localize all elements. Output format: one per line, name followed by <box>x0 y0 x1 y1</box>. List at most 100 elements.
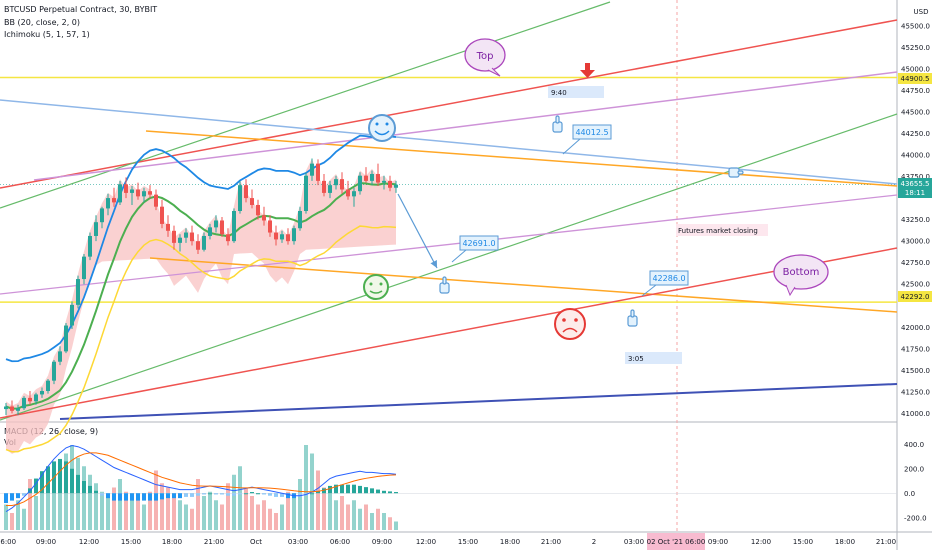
trend-line <box>33 71 898 181</box>
volume-bar <box>52 470 56 530</box>
volume-bar <box>130 496 134 530</box>
time-box-2-text: 3:05 <box>628 355 644 363</box>
price-label-2-text: 42691.0 <box>462 239 495 248</box>
cloud-fill <box>6 158 396 454</box>
macd-tick-label: 200.0 <box>904 465 924 473</box>
volume-bar <box>304 445 308 530</box>
candle-body <box>136 189 140 197</box>
macd-histogram-bar <box>370 488 374 494</box>
volume-bar <box>346 504 350 530</box>
macd-indicator-label[interactable]: MACD (12, 26, close, 9) <box>4 427 99 436</box>
macd-tick-label: -200.0 <box>904 514 927 522</box>
candle-body <box>394 184 398 188</box>
volume-bar <box>334 500 338 530</box>
time-axis[interactable]: 06:00 09:00 12:00 15:00 18:00 21:00 Oct 03:00 06… <box>0 538 896 546</box>
bb-upper-line <box>5 134 397 363</box>
candle-body <box>340 179 344 190</box>
time-tick-label: 06:00 <box>0 538 16 546</box>
macd-signal-line <box>6 452 397 506</box>
candle-body <box>310 163 314 176</box>
pointing-hand-icon <box>627 309 638 327</box>
volume-bar <box>226 483 230 530</box>
futures-note[interactable]: Futures market closing <box>676 224 768 236</box>
candle-body <box>298 211 302 229</box>
macd-histogram-bar <box>4 493 8 504</box>
time-tick-label: 2 <box>592 538 596 546</box>
time-box-2[interactable]: 3:05 <box>625 352 682 364</box>
candle-body <box>112 198 116 203</box>
time-axis-highlight: 02 Oct '21 06:00 <box>647 533 705 550</box>
ichimoku-indicator-label[interactable]: Ichimoku (5, 1, 57, 1) <box>4 30 90 39</box>
time-tick-label: 18:00 <box>162 538 182 546</box>
trend-line <box>0 247 898 419</box>
macd-histogram-bar <box>334 484 338 494</box>
bb-indicator-label[interactable]: BB (20, close, 2, 0) <box>4 18 80 27</box>
volume-bar <box>238 466 242 530</box>
price-tick-label: 45250.0 <box>901 44 930 52</box>
volume-bar <box>322 487 326 530</box>
candle-body <box>106 198 110 209</box>
volume-bar <box>202 496 206 530</box>
macd-histogram-bar <box>238 493 242 495</box>
volume-bar <box>82 466 86 530</box>
candle-body <box>76 279 80 305</box>
macd-histogram-bar <box>88 485 92 494</box>
candle-body <box>322 180 326 193</box>
macd-histogram-bar <box>274 493 278 497</box>
time-tick-label: 09:00 <box>708 538 728 546</box>
volume-bar <box>76 457 80 530</box>
macd-histogram-bar <box>202 493 206 495</box>
time-tick-label: 21:00 <box>204 538 224 546</box>
price-label-3[interactable]: 42286.0 <box>641 270 689 297</box>
time-tick-label: 12:00 <box>416 538 436 546</box>
macd-axis[interactable]: 400.0 200.0 0.0 -200.0 <box>904 441 927 523</box>
bb-lower-line <box>5 225 397 453</box>
macd-histogram-bar <box>214 493 218 495</box>
macd-histogram-bar <box>16 493 20 499</box>
time-tick-label: 15:00 <box>793 538 813 546</box>
macd-histogram-bar <box>112 493 116 501</box>
price-label-1[interactable]: 44012.5 <box>562 124 612 155</box>
time-tick-label: 15:00 <box>121 538 141 546</box>
macd-histogram-bar <box>136 493 140 501</box>
candle-body <box>208 227 212 236</box>
top-callout[interactable]: Top <box>464 38 506 77</box>
price-label-2[interactable]: 42691.0 <box>451 235 499 263</box>
macd-histogram-bar <box>352 484 356 494</box>
candle-body <box>64 325 68 352</box>
volume-bar <box>250 496 254 530</box>
candle-body <box>364 175 368 181</box>
price-axis[interactable]: 45500.0 45250.0 45000.0 44750.0 44500.0 44250… <box>901 22 930 418</box>
candle-body <box>46 380 50 391</box>
candle-body <box>70 304 74 326</box>
ichimoku-cloud <box>6 158 396 454</box>
candle-body <box>40 390 44 395</box>
time-tick-label: 09:00 <box>372 538 392 546</box>
macd-histogram-bar <box>190 493 194 497</box>
candlestick-series <box>4 158 398 416</box>
time-box-1[interactable]: 9:40 <box>548 86 604 98</box>
volume-bar <box>292 496 296 530</box>
volume-bar <box>268 508 272 530</box>
price-tick-label: 43750.0 <box>901 173 930 181</box>
price-tick-label: 41500.0 <box>901 367 930 375</box>
macd-histogram-bar <box>256 493 260 495</box>
bottom-label: Bottom <box>783 267 820 278</box>
candle-body <box>82 256 86 280</box>
volume-bar <box>58 462 62 530</box>
volume-bar <box>274 513 278 530</box>
sad-face-icon <box>554 308 586 340</box>
bottom-callout[interactable]: Bottom <box>773 254 829 297</box>
candle-body <box>358 175 362 192</box>
volume-bar <box>376 508 380 530</box>
candle-body <box>220 220 224 235</box>
candle-body <box>256 204 260 216</box>
volume-bar <box>10 513 14 530</box>
candle-body <box>34 394 38 402</box>
macd-histogram-bar <box>328 485 332 494</box>
price-label-3-text: 42286.0 <box>652 274 685 283</box>
candle-body <box>262 215 266 221</box>
time-tick-label: 03:00 <box>288 538 308 546</box>
bollinger-band-lines <box>5 134 397 453</box>
